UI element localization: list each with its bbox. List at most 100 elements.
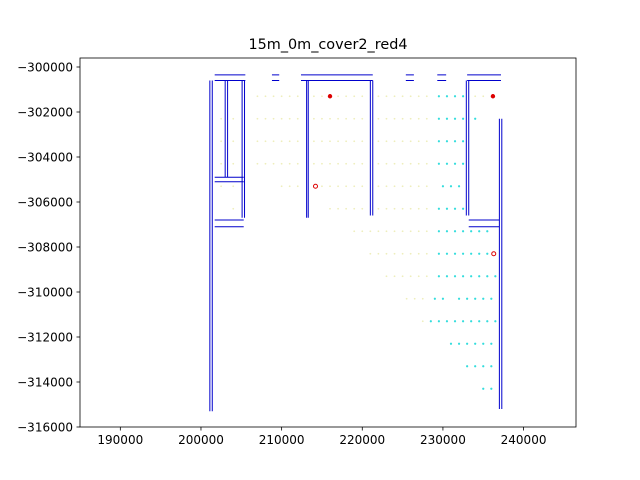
cyan-point xyxy=(470,230,473,233)
cyan-point xyxy=(461,162,465,165)
cyan-point xyxy=(482,387,485,390)
yellow-point xyxy=(377,252,380,255)
yellow-point xyxy=(421,297,424,300)
yellow-point xyxy=(393,275,396,278)
yellow-point xyxy=(425,230,428,233)
yellow-point xyxy=(264,95,267,98)
yellow-point xyxy=(361,140,364,143)
cyan-point xyxy=(474,342,477,345)
yellow-point xyxy=(329,162,331,165)
cyan-point xyxy=(445,117,449,120)
yellow-point xyxy=(417,275,420,278)
cyan-point xyxy=(453,117,457,120)
yellow-point xyxy=(232,185,235,188)
cyan-point xyxy=(482,297,485,300)
yellow-point xyxy=(401,252,404,255)
cyan-point xyxy=(449,185,453,188)
yellow-point xyxy=(337,207,339,210)
yellow-point xyxy=(377,95,380,98)
yellow-point xyxy=(417,185,420,188)
cyan-point xyxy=(457,342,461,345)
yellow-point xyxy=(401,207,404,210)
yellow-point xyxy=(417,207,420,210)
yellow-point xyxy=(417,95,420,98)
cyan-point xyxy=(457,297,461,300)
cyan-point xyxy=(445,275,449,278)
yellow-point xyxy=(256,140,259,143)
cyan-point xyxy=(478,252,481,255)
yellow-point xyxy=(264,140,267,143)
yellow-point xyxy=(409,275,412,278)
cyan-point xyxy=(453,207,457,210)
yellow-point xyxy=(345,162,348,165)
yellow-point xyxy=(405,297,408,300)
plot-area xyxy=(209,74,503,412)
yellow-point xyxy=(345,95,348,98)
yellow-point xyxy=(393,140,396,143)
yellow-point xyxy=(220,140,223,143)
y-tick-label: −306000 xyxy=(17,195,73,209)
x-tick-label: 220000 xyxy=(339,433,385,447)
cyan-point xyxy=(445,207,449,210)
yellow-point xyxy=(272,140,275,143)
yellow-point xyxy=(353,207,356,210)
cyan-point xyxy=(490,297,493,300)
cyan-point xyxy=(490,387,493,390)
y-tick-label: −314000 xyxy=(17,375,73,389)
yellow-point xyxy=(220,117,223,120)
cyan-point xyxy=(478,230,481,233)
yellow-point xyxy=(361,230,364,233)
cyan-point xyxy=(461,117,465,120)
yellow-point xyxy=(425,95,428,98)
cyan-point xyxy=(441,185,445,188)
yellow-point xyxy=(377,117,380,120)
cyan-point xyxy=(445,320,449,323)
yellow-point xyxy=(401,162,404,165)
yellow-point xyxy=(425,162,428,165)
yellow-point xyxy=(337,162,339,165)
yellow-point xyxy=(329,140,331,143)
yellow-point xyxy=(280,95,283,98)
yellow-point xyxy=(393,252,396,255)
yellow-point xyxy=(288,185,291,188)
yellow-point xyxy=(312,140,315,143)
yellow-point xyxy=(425,252,428,255)
yellow-point xyxy=(321,117,323,120)
yellow-point xyxy=(288,162,291,165)
yellow-point xyxy=(409,140,412,143)
yellow-point xyxy=(272,95,275,98)
yellow-point xyxy=(232,140,235,143)
yellow-point xyxy=(421,320,424,323)
yellow-point xyxy=(409,117,412,120)
cyan-point xyxy=(449,342,453,345)
yellow-point xyxy=(417,230,420,233)
yellow-point xyxy=(417,252,420,255)
yellow-point xyxy=(256,162,259,165)
yellow-point xyxy=(482,95,485,98)
cyan-point xyxy=(437,117,440,120)
yellow-point xyxy=(377,140,380,143)
yellow-point xyxy=(337,95,339,98)
yellow-point xyxy=(296,117,299,120)
yellow-point xyxy=(353,95,356,98)
cyan-point xyxy=(478,320,481,323)
red-point xyxy=(490,94,496,99)
yellow-point xyxy=(417,117,420,120)
axes-frame xyxy=(79,57,577,428)
yellow-point xyxy=(385,117,388,120)
yellow-point xyxy=(232,162,235,165)
yellow-point xyxy=(280,140,283,143)
yellow-point xyxy=(409,95,412,98)
cyan-point xyxy=(470,275,473,278)
yellow-point xyxy=(337,185,339,188)
cyan-point xyxy=(461,252,465,255)
yellow-point xyxy=(321,185,323,188)
cyan-point xyxy=(461,95,465,98)
yellow-point xyxy=(345,185,348,188)
yellow-point xyxy=(321,162,323,165)
yellow-point xyxy=(369,252,372,255)
cyan-point xyxy=(453,140,457,143)
yellow-point xyxy=(280,117,283,120)
yellow-point xyxy=(296,162,299,165)
yellow-point xyxy=(353,230,356,233)
